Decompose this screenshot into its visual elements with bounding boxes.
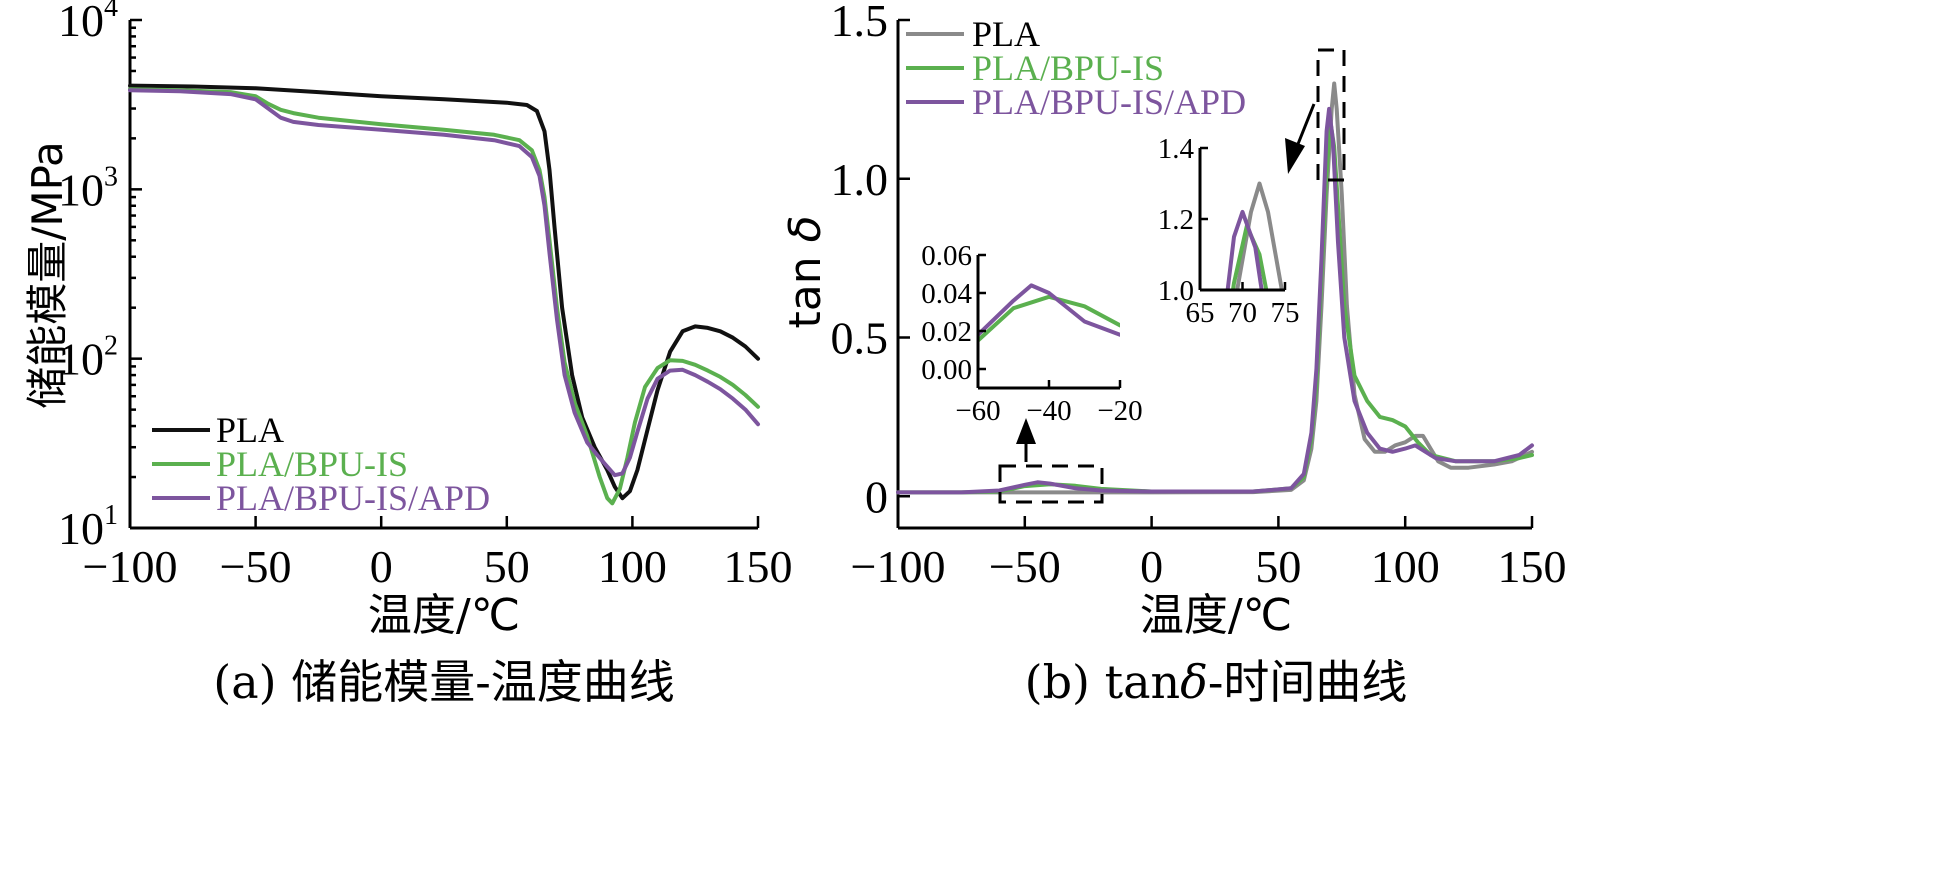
panel-b-x-axis-title: 温度/℃ xyxy=(1140,590,1292,641)
panel-b-legend-label: PLA/BPU-IS/APD xyxy=(972,82,1246,122)
inset-low-temperature: −60 −40 −20 0.00 0.02 0.04 0.06 xyxy=(921,240,1142,427)
panel-a-y-tick-base: 10 xyxy=(58,0,104,46)
panel-a-y-axis-title: 储能模量/MPa xyxy=(23,141,72,409)
panel-b-x-tick-label: 150 xyxy=(1498,541,1567,592)
panel-b-caption-suffix: -时间曲线 xyxy=(1208,655,1408,709)
panel-a-x-tick-label: 50 xyxy=(484,541,530,592)
panel-a-x-tick-label: 150 xyxy=(724,541,793,592)
inset2-x-tick-label: 70 xyxy=(1228,297,1257,329)
inset2-y-tick-label: 1.2 xyxy=(1158,204,1194,236)
panel-a-y-tick-exponent: 1 xyxy=(104,500,118,531)
panel-b-y-tick-label: 1.5 xyxy=(831,0,889,46)
panel-a-series-pla xyxy=(128,83,760,501)
inset1-series-pla-bpu-is xyxy=(978,294,1120,343)
panel-a-legend-label: PLA xyxy=(216,410,284,450)
panel-b-tan-delta: −100 −50 0 50 100 150 0 0.5 1.0 1.5 tan δ 温度/℃ PL… xyxy=(780,0,1567,709)
panel-a-x-tick-label: −100 xyxy=(83,541,178,592)
panel-b-y-tick-label: 0 xyxy=(865,471,888,522)
panel-b-legend-label: PLA xyxy=(972,14,1040,54)
inset2-x-tick-label: 65 xyxy=(1186,297,1215,329)
panel-a-y-tick-label: 102 xyxy=(58,331,118,385)
panel-a-series-pla-bpu-is xyxy=(128,87,760,506)
panel-b-y-axis-title: tan δ xyxy=(780,215,831,328)
inset2-series-pla-bpu-is-apd xyxy=(1225,209,1264,290)
inset1-arrow xyxy=(1016,418,1036,462)
inset1-y-tick-label: 0.00 xyxy=(921,354,972,386)
panel-b-x-tick-label: 100 xyxy=(1371,541,1440,592)
inset2-y-tick-label: 1.0 xyxy=(1158,275,1194,307)
panel-a-x-tick-label: 0 xyxy=(370,541,393,592)
panel-b-y-axis-title-prefix: tan xyxy=(780,242,831,328)
panel-a-y-tick-label: 104 xyxy=(58,0,118,46)
panel-b-x-tick-label: −100 xyxy=(851,541,946,592)
panel-b-series-pla-bpu-is-apd xyxy=(896,106,1534,495)
inset-peak: 65 70 75 1.0 1.2 1.4 xyxy=(1158,133,1300,329)
inset2-arrow xyxy=(1285,103,1316,174)
panel-b-x-tick-label: −50 xyxy=(989,541,1061,592)
inset1-x-tick-label: −60 xyxy=(955,395,1000,427)
panel-b-x-tick-label: 0 xyxy=(1140,541,1163,592)
panel-b-x-tick-label: 50 xyxy=(1255,541,1301,592)
inset1-y-tick-label: 0.04 xyxy=(921,278,972,310)
panel-a-y-tick-base: 10 xyxy=(58,503,104,554)
inset2-series-pla xyxy=(1235,181,1284,290)
panel-b-caption-prefix: (b) tan xyxy=(1025,655,1181,709)
panel-a-caption: (a) 储能模量-温度曲线 xyxy=(213,655,674,709)
inset1-x-tick-label: −20 xyxy=(1097,395,1142,427)
inset2-zoom-box xyxy=(1316,48,1346,182)
panel-a-y-tick-base: 10 xyxy=(58,334,104,385)
inset1-series-pla-bpu-is-apd xyxy=(978,283,1120,337)
panel-b-caption-symbol: δ xyxy=(1180,655,1208,709)
panel-b-y-axis-title-symbol: δ xyxy=(780,215,831,242)
panel-a-y-tick-exponent: 4 xyxy=(104,0,118,23)
panel-a-legend-label: PLA/BPU-IS/APD xyxy=(216,478,490,518)
panel-b-caption: (b) tanδ-时间曲线 xyxy=(1025,655,1408,709)
inset1-x-tick-label: −40 xyxy=(1026,395,1071,427)
panel-a-y-tick-exponent: 3 xyxy=(104,161,118,192)
panel-b-y-tick-label: 0.5 xyxy=(831,313,889,364)
inset1-zoom-box xyxy=(998,464,1104,504)
inset2-y-tick-label: 1.4 xyxy=(1158,133,1195,165)
panel-b-legend-label: PLA/BPU-IS xyxy=(972,48,1164,88)
panel-a-y-tick-label: 101 xyxy=(58,500,118,554)
panel-a-y-tick-base: 10 xyxy=(58,164,104,215)
panel-a-x-axis-title: 温度/℃ xyxy=(368,590,520,641)
inset1-y-tick-label: 0.06 xyxy=(921,240,972,272)
panel-b-y-tick-label: 1.0 xyxy=(831,154,889,205)
panel-a-y-tick-label: 103 xyxy=(58,161,118,215)
panel-a-legend-label: PLA/BPU-IS xyxy=(216,444,408,484)
panel-a-x-tick-label: −50 xyxy=(220,541,292,592)
panel-a-y-tick-exponent: 2 xyxy=(104,331,118,362)
panel-a-series-pla-bpu-is-apd xyxy=(128,88,760,478)
inset1-y-tick-label: 0.02 xyxy=(921,316,972,348)
panel-a-x-tick-label: 100 xyxy=(598,541,667,592)
inset2-x-tick-label: 75 xyxy=(1271,297,1300,329)
